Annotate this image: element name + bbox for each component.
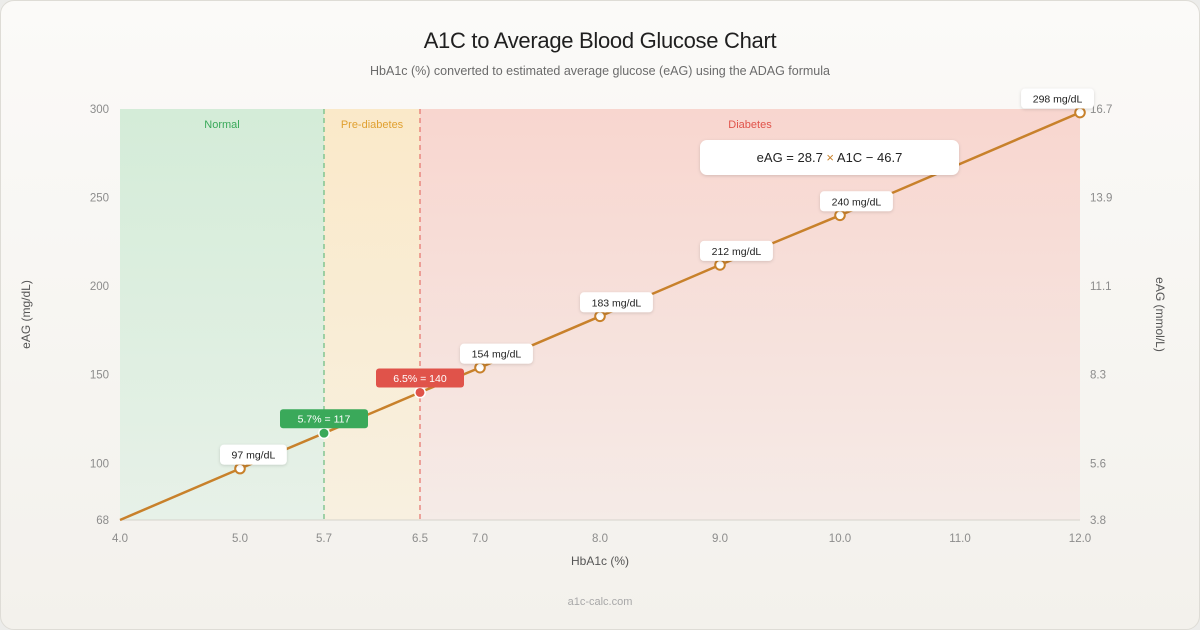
x-tick-label: 5.0 xyxy=(232,533,248,545)
point-label-bg xyxy=(460,343,533,364)
threshold-label-text: 5.7% = 117 xyxy=(298,414,351,426)
formula-box-bg xyxy=(700,140,959,175)
point-label: 240 mg/dL xyxy=(820,191,893,212)
threshold-label-bg xyxy=(280,409,368,429)
y2-tick-label: 16.7 xyxy=(1090,104,1112,116)
x-tick-label: 4.0 xyxy=(112,533,128,545)
y-tick-label: 200 xyxy=(90,281,109,293)
point-label-bg xyxy=(580,292,653,313)
x-tick-label: 9.0 xyxy=(712,533,728,545)
y2-tick-label: 3.8 xyxy=(1090,515,1106,527)
y2-axis-title: eAG (mmol/L) xyxy=(1153,277,1167,352)
point-label-bg xyxy=(820,191,893,212)
chart-subtitle: HbA1c (%) converted to estimated average… xyxy=(370,64,830,78)
point-label-text: 97 mg/dL xyxy=(232,450,276,462)
x-tick-label: 11.0 xyxy=(949,533,971,545)
y-axis-title: eAG (mg/dL) xyxy=(19,280,33,349)
data-point xyxy=(474,361,486,374)
x-tick-label: 5.7 xyxy=(316,533,332,545)
zone-label: Pre-diabetes xyxy=(341,119,404,131)
point-label-bg xyxy=(220,444,287,465)
threshold-label: 6.5% = 140 xyxy=(376,368,464,388)
point-label: 298 mg/dL xyxy=(1021,88,1094,109)
point-label: 154 mg/dL xyxy=(460,343,533,364)
zone-diabetes xyxy=(420,109,1080,520)
threshold-label: 5.7% = 117 xyxy=(280,409,368,429)
y2-tick-label: 8.3 xyxy=(1090,370,1106,382)
point-label-bg xyxy=(1021,88,1094,109)
point-label-text: 154 mg/dL xyxy=(472,349,522,361)
formula-box: eAG = 28.7 × A1C − 46.7 xyxy=(700,140,959,175)
threshold-point xyxy=(318,427,330,440)
zone-label: Diabetes xyxy=(728,119,772,131)
y-tick-label: 250 xyxy=(90,193,109,205)
x-tick-label: 12.0 xyxy=(1069,533,1091,545)
x-tick-label: 10.0 xyxy=(829,533,851,545)
chart-title: A1C to Average Blood Glucose Chart xyxy=(423,28,777,53)
threshold-label-bg xyxy=(376,368,464,388)
x-tick-label: 7.0 xyxy=(472,533,488,545)
footer-credit: a1c-calc.com xyxy=(567,596,633,608)
x-axis-title: HbA1c (%) xyxy=(571,554,629,568)
point-label-text: 212 mg/dL xyxy=(712,246,762,258)
y-tick-label: 68 xyxy=(96,515,109,527)
y2-tick-label: 11.1 xyxy=(1090,281,1112,293)
data-point xyxy=(594,310,606,323)
point-label: 212 mg/dL xyxy=(700,240,773,261)
point-label-text: 183 mg/dL xyxy=(592,297,642,309)
point-label: 183 mg/dL xyxy=(580,292,653,313)
y-tick-label: 100 xyxy=(90,458,109,470)
data-point xyxy=(234,462,246,475)
point-label-text: 240 mg/dL xyxy=(832,196,882,208)
x-tick-label: 6.5 xyxy=(412,533,428,545)
x-tick-label: 8.0 xyxy=(592,533,608,545)
threshold-point xyxy=(414,386,426,399)
point-label: 97 mg/dL xyxy=(220,444,287,465)
point-label-bg xyxy=(700,240,773,261)
y-tick-label: 300 xyxy=(90,104,109,116)
zone-label: Normal xyxy=(204,119,239,131)
y2-tick-label: 5.6 xyxy=(1090,458,1106,470)
y2-tick-label: 13.9 xyxy=(1090,193,1112,205)
zone-pre-diabetes xyxy=(324,109,420,520)
data-point xyxy=(834,209,846,222)
threshold-label-text: 6.5% = 140 xyxy=(393,373,447,385)
data-point xyxy=(714,259,726,271)
data-point xyxy=(1074,106,1086,119)
point-label-text: 298 mg/dL xyxy=(1033,94,1083,106)
formula-text: eAG = 28.7 × A1C − 46.7 xyxy=(757,150,903,165)
y-tick-label: 150 xyxy=(90,370,109,382)
